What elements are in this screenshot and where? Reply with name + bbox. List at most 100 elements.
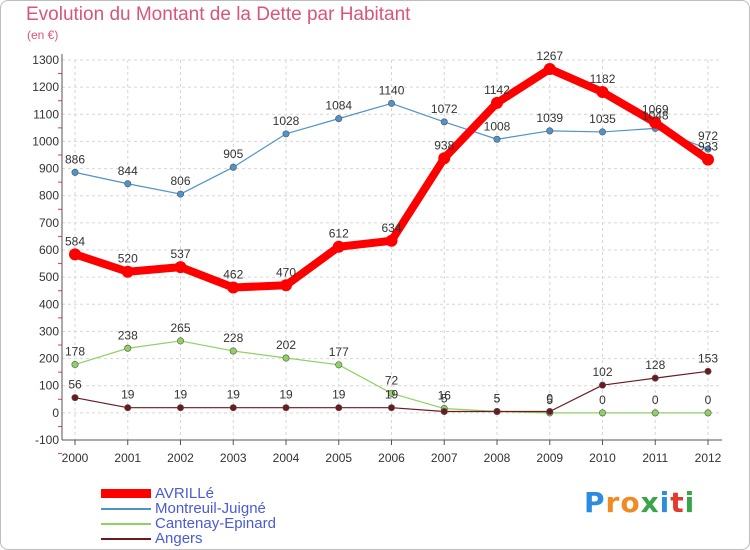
data-point (69, 248, 81, 261)
data-point (491, 96, 503, 109)
y-tick-label: 500 (39, 270, 59, 284)
x-tick-label: 2008 (484, 451, 511, 465)
proxiti-logo: Proxiti (584, 486, 695, 519)
data-point (229, 163, 237, 171)
data-label: 16 (438, 389, 452, 403)
data-point (177, 337, 185, 345)
data-label: 537 (170, 247, 190, 261)
logo-letter: r (605, 486, 621, 519)
data-label: 584 (65, 234, 85, 248)
data-label: 938 (434, 138, 454, 152)
legend-label: AVRILLé (155, 485, 214, 502)
data-point (385, 234, 398, 247)
data-label: 177 (329, 345, 349, 359)
data-label: 1142 (484, 83, 510, 97)
data-label: 0 (599, 393, 606, 407)
data-label: 153 (698, 351, 718, 365)
legend-label: Angers (155, 530, 203, 547)
data-label: 128 (645, 358, 665, 372)
data-point (387, 404, 395, 412)
data-point (174, 261, 187, 274)
y-tick-label: 1000 (32, 134, 59, 148)
y-tick-label: 1200 (32, 80, 59, 94)
data-label: 19 (121, 388, 135, 402)
data-point (335, 361, 343, 369)
legend-swatch (101, 522, 151, 525)
y-tick-label: 800 (39, 189, 59, 203)
data-label: 806 (170, 174, 190, 188)
logo-letter: o (620, 486, 641, 519)
data-label: 72 (385, 373, 399, 387)
logo-letter: i (684, 486, 696, 519)
data-label: 886 (65, 152, 85, 166)
x-tick-label: 2004 (273, 451, 300, 465)
data-point (704, 145, 712, 153)
data-point (177, 404, 185, 412)
data-point (124, 180, 132, 188)
data-label: 265 (170, 321, 190, 335)
data-label: 1182 (590, 72, 616, 86)
data-label: 178 (65, 345, 85, 359)
data-point (335, 115, 343, 123)
data-label: 202 (276, 338, 296, 352)
data-label: 1069 (642, 103, 669, 117)
data-label: 972 (698, 129, 718, 143)
data-label: 1267 (536, 49, 563, 63)
data-point (440, 118, 448, 126)
data-label: 102 (592, 365, 612, 379)
data-point (387, 99, 395, 107)
data-label: 1072 (431, 102, 458, 116)
data-point (229, 404, 237, 412)
logo-letter: P (584, 486, 606, 519)
data-label: 0 (546, 392, 553, 406)
data-point (651, 374, 659, 382)
y-tick-label: -100 (35, 433, 59, 447)
logo-letter: i (659, 486, 671, 519)
data-point (596, 86, 609, 99)
data-point (282, 404, 290, 412)
data-point (282, 354, 290, 362)
data-point (71, 394, 79, 402)
chart-title: Evolution du Montant de la Dette par Hab… (26, 4, 411, 25)
data-point (440, 407, 448, 415)
data-point (229, 347, 237, 355)
data-point (546, 407, 554, 415)
data-point (493, 407, 501, 415)
y-tick-label: 600 (39, 243, 59, 257)
data-label: 634 (381, 221, 401, 235)
data-label: 0 (705, 393, 712, 407)
data-point (543, 62, 556, 75)
data-label: 56 (68, 378, 82, 392)
data-point (438, 152, 451, 165)
data-label: 19 (385, 388, 399, 402)
data-point (332, 240, 345, 253)
data-point (227, 281, 240, 294)
legend-label: Cantenay-Epinard (155, 515, 276, 532)
legend-item: AVRILLé (101, 485, 214, 502)
x-tick-label: 2010 (589, 451, 616, 465)
data-label: 5 (494, 392, 501, 406)
data-labels: 584 520 537 462 470 612 634 938 1142 1267 1182 1069… (65, 49, 718, 407)
data-label: 462 (223, 267, 243, 281)
y-tick-label: 1100 (33, 107, 59, 121)
data-label: 1140 (379, 83, 405, 97)
x-tick-label: 2007 (431, 451, 458, 465)
data-point (598, 128, 606, 136)
data-label: 1048 (642, 108, 669, 122)
data-label: 5 (441, 392, 448, 406)
data-point (598, 381, 606, 389)
data-label: 238 (118, 328, 138, 342)
data-label: 520 (118, 252, 138, 266)
y-tick-label: 200 (39, 352, 59, 366)
data-label: 5 (546, 393, 553, 407)
gridlines (62, 59, 722, 441)
data-point (282, 130, 290, 138)
data-point (704, 409, 712, 417)
data-label: 19 (279, 388, 293, 402)
x-tick-label: 2009 (536, 451, 563, 465)
x-tick-label: 2006 (378, 451, 405, 465)
data-point (546, 127, 554, 135)
legend-item: Cantenay-Epinard (101, 515, 276, 532)
data-point (649, 116, 662, 129)
